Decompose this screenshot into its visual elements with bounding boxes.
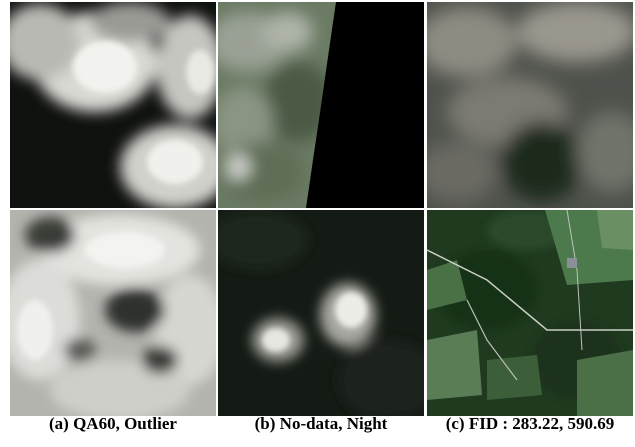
caption-c: (c) FID : 283.22, 590.69 (445, 414, 615, 433)
forest-image-c-bottom (427, 210, 633, 416)
night-image-b-bottom (218, 210, 424, 416)
tile-a-top (10, 2, 216, 208)
tile-c-bottom (427, 210, 633, 416)
haze-image-c-top (427, 2, 633, 208)
tile-b-top (218, 2, 424, 208)
tile-a-bottom (10, 210, 216, 416)
tile-c-top (427, 2, 633, 208)
cloud-image-a-bottom (10, 210, 216, 416)
tile-b-bottom (218, 210, 424, 416)
caption-b: (b) No-data, Night (254, 414, 388, 433)
nodata-image-b-top (218, 2, 424, 208)
cloud-image-a-top (10, 2, 216, 208)
caption-a: (a) QA60, Outlier (49, 414, 177, 433)
